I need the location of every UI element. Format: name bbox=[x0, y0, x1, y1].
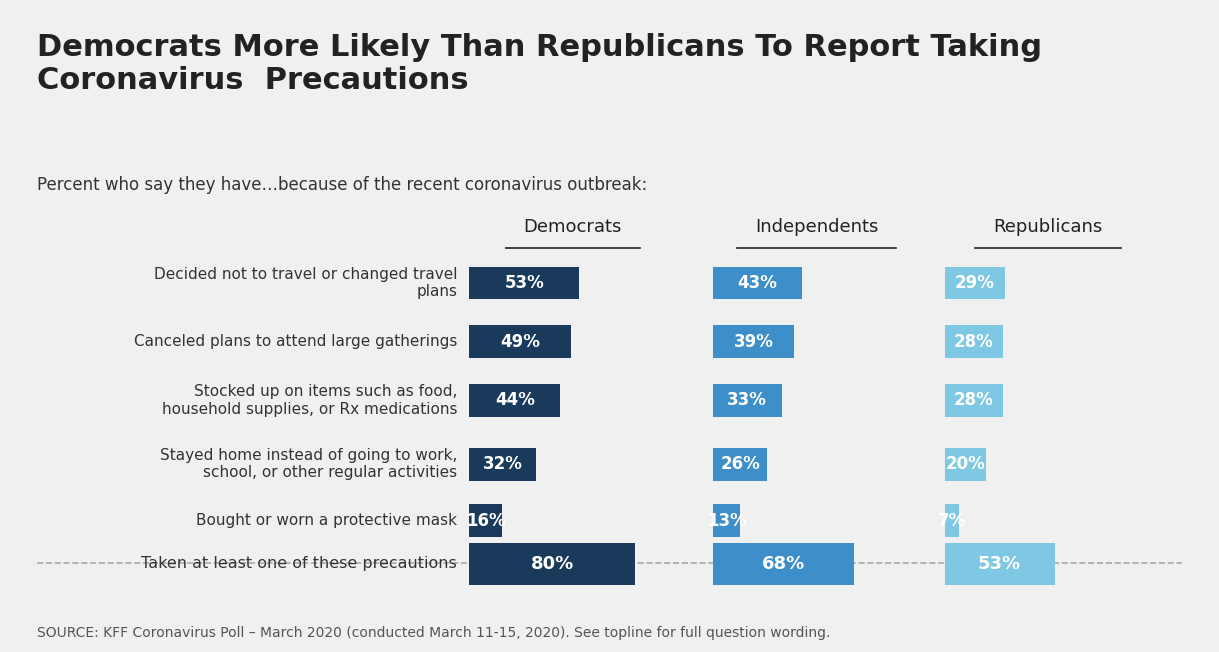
Text: 68%: 68% bbox=[762, 555, 806, 573]
Text: Taken at least one of these precautions: Taken at least one of these precautions bbox=[141, 556, 457, 572]
Text: 16%: 16% bbox=[466, 512, 506, 529]
Text: Percent who say they have…because of the recent coronavirus outbreak:: Percent who say they have…because of the… bbox=[37, 176, 647, 194]
Text: Canceled plans to attend large gatherings: Canceled plans to attend large gathering… bbox=[134, 334, 457, 349]
Text: Stayed home instead of going to work,
school, or other regular activities: Stayed home instead of going to work, sc… bbox=[160, 448, 457, 481]
Text: 29%: 29% bbox=[954, 274, 995, 292]
Text: Decided not to travel or changed travel
plans: Decided not to travel or changed travel … bbox=[154, 267, 457, 299]
Text: Republicans: Republicans bbox=[993, 218, 1103, 237]
Text: 80%: 80% bbox=[530, 555, 574, 573]
Text: 13%: 13% bbox=[707, 512, 746, 529]
Text: 33%: 33% bbox=[728, 391, 767, 409]
Text: 43%: 43% bbox=[737, 274, 778, 292]
Text: Democrats: Democrats bbox=[524, 218, 622, 237]
Text: 44%: 44% bbox=[495, 391, 535, 409]
Text: 53%: 53% bbox=[978, 555, 1022, 573]
Text: SOURCE: KFF Coronavirus Poll – March 2020 (conducted March 11-15, 2020). See top: SOURCE: KFF Coronavirus Poll – March 202… bbox=[37, 627, 830, 640]
Text: 39%: 39% bbox=[734, 333, 774, 351]
Text: Bought or worn a protective mask: Bought or worn a protective mask bbox=[196, 513, 457, 528]
Text: 28%: 28% bbox=[953, 333, 993, 351]
Text: Democrats More Likely Than Republicans To Report Taking
Coronavirus  Precautions: Democrats More Likely Than Republicans T… bbox=[37, 33, 1041, 95]
Text: Independents: Independents bbox=[755, 218, 879, 237]
Text: 49%: 49% bbox=[500, 333, 540, 351]
Text: 26%: 26% bbox=[720, 455, 759, 473]
Text: Stocked up on items such as food,
household supplies, or Rx medications: Stocked up on items such as food, househ… bbox=[162, 384, 457, 417]
Text: 28%: 28% bbox=[953, 391, 993, 409]
Text: 53%: 53% bbox=[505, 274, 544, 292]
Text: 7%: 7% bbox=[937, 512, 967, 529]
Text: 32%: 32% bbox=[483, 455, 523, 473]
Text: 20%: 20% bbox=[946, 455, 985, 473]
